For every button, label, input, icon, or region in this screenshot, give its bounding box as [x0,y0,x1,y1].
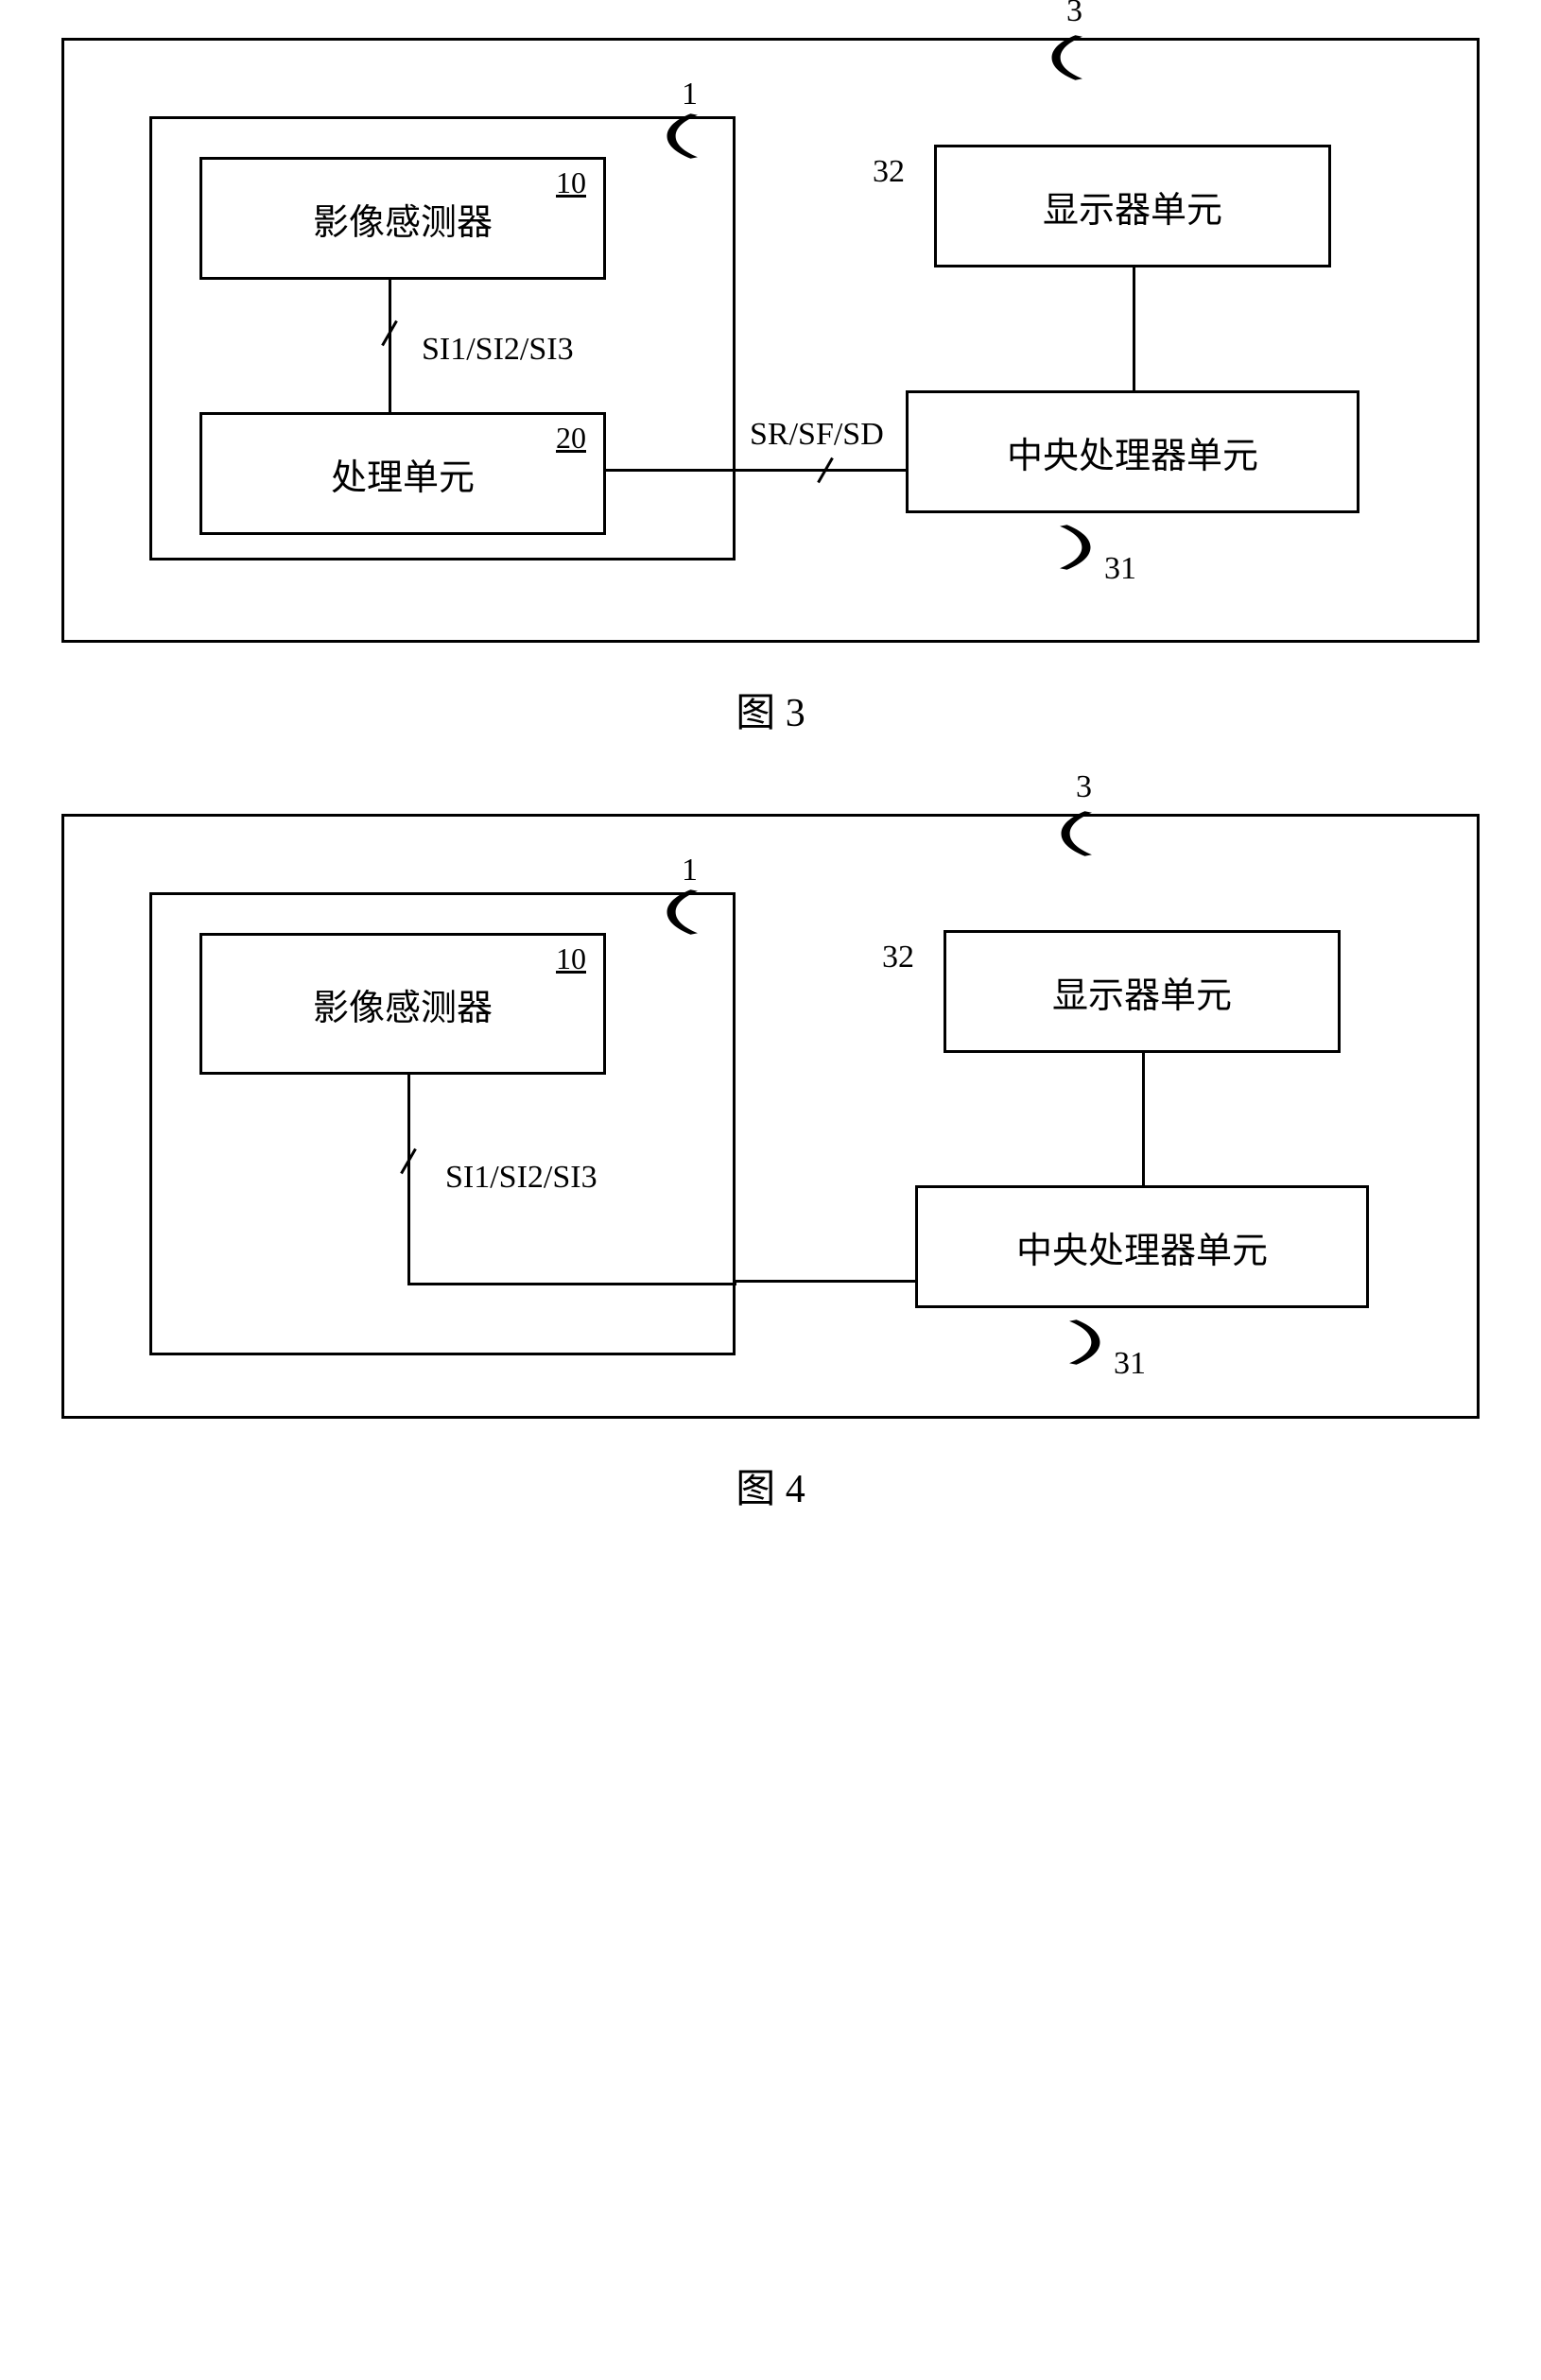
cpu-unit-node: 中央处理器单元 [906,390,1359,513]
figure-4: ︶ 3 ︶ 1 10 影像感测器 SI1/SI2/SI3 显示器单元 32 [61,814,1480,1514]
cpu-unit-ref: 31 [1114,1346,1146,1382]
display-unit-node: 显示器单元 [934,145,1331,267]
cpu-unit-label: 中央处理器单元 [1016,1221,1268,1273]
image-sensor-id: 10 [556,165,586,200]
edge-sensor-right-inner [407,1283,736,1285]
display-unit-ref: 32 [873,154,905,190]
image-sensor-label: 影像感测器 [313,193,493,245]
brace-inner: ︶ [563,888,734,936]
edge-proc-cpu [606,469,906,472]
outer-system-box: ︶ 3 ︶ 1 10 影像感测器 20 处理单元 SI1/SI2/SI3 显示器 [61,38,1480,643]
processing-unit-node: 20 处理单元 [199,412,606,535]
display-unit-label: 显示器单元 [1043,181,1222,233]
brace-inner: ︶ [563,112,734,160]
outer-ref-label: 3 [1066,0,1082,29]
inner-module-box: ︶ 1 10 影像感测器 20 处理单元 SI1/SI2/SI3 [149,116,736,561]
edge-sensor-right-outer [734,1280,918,1283]
display-unit-node: 显示器单元 [944,930,1341,1053]
inner-ref-label: 1 [682,853,698,888]
display-unit-ref: 32 [882,940,914,975]
edge-label-sensor-cpu: SI1/SI2/SI3 [445,1160,597,1196]
cpu-unit-ref: 31 [1104,551,1136,587]
edge-display-cpu [1133,267,1135,390]
inner-ref-label: 1 [682,77,698,112]
edge-sensor-down [407,1075,410,1283]
edge-sensor-proc [389,280,391,412]
image-sensor-label: 影像感测器 [313,978,493,1030]
edge-display-cpu [1142,1053,1145,1185]
image-sensor-id: 10 [556,941,586,976]
figure-4-caption: 图 4 [61,1457,1480,1514]
edge-label-sensor-proc: SI1/SI2/SI3 [422,332,574,368]
cpu-unit-label: 中央处理器单元 [1007,426,1258,478]
outer-system-box: ︶ 3 ︶ 1 10 影像感测器 SI1/SI2/SI3 显示器单元 32 [61,814,1480,1419]
processing-unit-label: 处理单元 [331,448,475,500]
cpu-unit-node: 中央处理器单元 [915,1185,1369,1308]
figure-3-caption: 图 3 [61,681,1480,738]
processing-unit-id: 20 [556,421,586,456]
inner-module-box: ︶ 1 10 影像感测器 SI1/SI2/SI3 [149,892,736,1355]
figure-3: ︶ 3 ︶ 1 10 影像感测器 20 处理单元 SI1/SI2/SI3 显示器 [61,38,1480,738]
outer-ref-label: 3 [1076,769,1092,805]
brace-outer: ︶ [948,34,1118,81]
brace-outer: ︶ [958,810,1128,857]
display-unit-label: 显示器单元 [1052,966,1232,1018]
image-sensor-node: 10 影像感测器 [199,157,606,280]
edge-label-proc-cpu: SR/SF/SD [750,417,884,453]
image-sensor-node: 10 影像感测器 [199,933,606,1075]
